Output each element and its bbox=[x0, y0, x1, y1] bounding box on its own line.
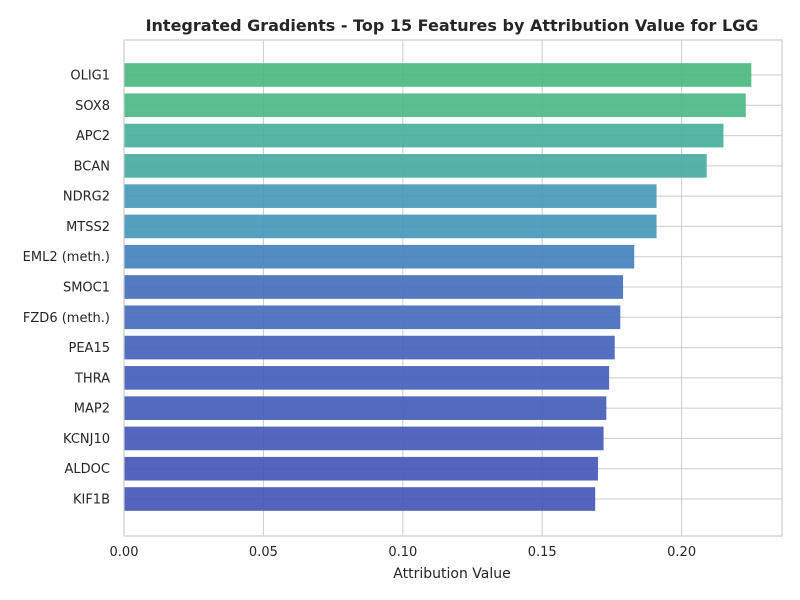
x-tick-label: 0.20 bbox=[667, 545, 696, 560]
y-tick-label: BCAN bbox=[74, 159, 110, 174]
bar bbox=[124, 123, 724, 148]
chart-title: Integrated Gradients - Top 15 Features b… bbox=[146, 16, 759, 35]
y-tick-label: EML2 (meth.) bbox=[23, 250, 110, 265]
bar bbox=[124, 426, 604, 451]
y-tick-label: ALDOC bbox=[65, 462, 110, 477]
x-axis-label: Attribution Value bbox=[393, 566, 510, 582]
bar bbox=[124, 487, 596, 511]
bar bbox=[124, 275, 624, 299]
y-tick-label: OLIG1 bbox=[70, 69, 110, 84]
bar bbox=[124, 366, 610, 390]
y-tick-label: PEA15 bbox=[69, 341, 111, 356]
y-tick-label: KIF1B bbox=[73, 493, 110, 508]
y-tick-label: FZD6 (meth.) bbox=[23, 311, 110, 326]
bar bbox=[124, 93, 746, 118]
bar bbox=[124, 184, 657, 208]
y-tick-label: SOX8 bbox=[75, 99, 110, 114]
y-tick-label: THRA bbox=[74, 371, 110, 386]
y-tick-label: MAP2 bbox=[74, 402, 110, 417]
x-tick-label: 0.00 bbox=[110, 545, 139, 560]
y-tick-label: MTSS2 bbox=[66, 220, 110, 235]
bar bbox=[124, 154, 707, 178]
bar bbox=[124, 63, 752, 87]
x-tick-label: 0.15 bbox=[528, 545, 557, 560]
bar bbox=[124, 456, 598, 481]
x-tick-label: 0.05 bbox=[249, 545, 278, 560]
y-tick-label: SMOC1 bbox=[63, 281, 110, 296]
bar bbox=[124, 244, 635, 269]
bar bbox=[124, 396, 607, 420]
bars bbox=[124, 63, 752, 511]
plot-frame bbox=[123, 39, 783, 537]
y-tick-label: NDRG2 bbox=[63, 190, 110, 205]
bar bbox=[124, 335, 615, 360]
x-tick-label: 0.10 bbox=[388, 545, 417, 560]
y-tick-label: APC2 bbox=[76, 129, 110, 144]
bar bbox=[124, 305, 621, 330]
y-tick-labels: OLIG1 SOX8 APC2 BCAN NDRG2 MTSS2 EML2 (meth.) S… bbox=[23, 69, 110, 508]
x-tick-labels: 0.00 0.05 0.10 0.15 0.20 bbox=[110, 545, 697, 560]
bar bbox=[124, 214, 657, 239]
y-tick-label: KCNJ10 bbox=[63, 432, 110, 447]
